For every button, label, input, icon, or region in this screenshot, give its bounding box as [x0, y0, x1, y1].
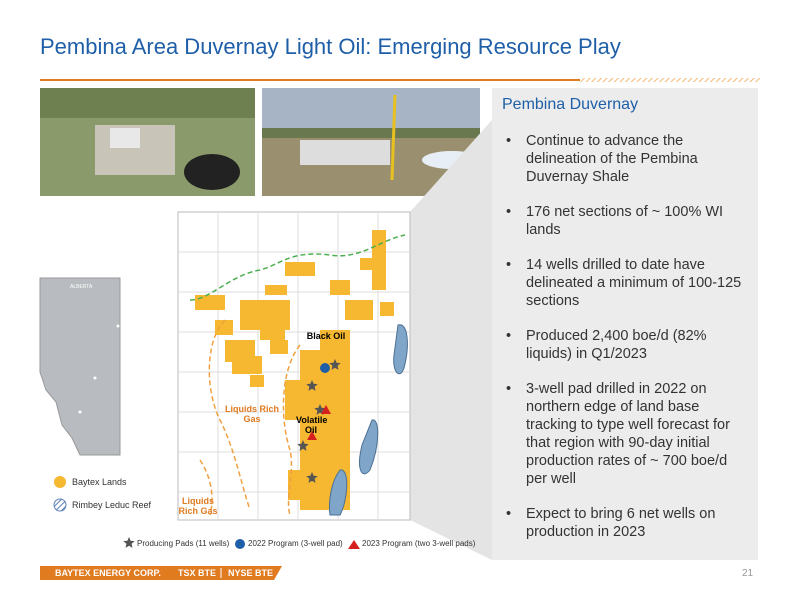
- footer-company: BAYTEX ENERGY CORP.: [55, 568, 161, 578]
- boundary-orange: [282, 344, 301, 516]
- legend-text: Baytex Lands: [72, 477, 127, 487]
- program-2023-pad: [321, 405, 331, 414]
- bullet: Continue to advance the delineation of t…: [502, 132, 752, 186]
- bullet: 14 wells drilled to date have delineated…: [502, 256, 752, 310]
- producing-pad: [306, 380, 318, 391]
- land-block: [380, 302, 394, 316]
- land-block: [285, 380, 305, 420]
- bullet: 3-well pad drilled in 2022 on northern e…: [502, 380, 752, 488]
- producing-pad: [329, 359, 341, 370]
- land-block: [265, 285, 287, 295]
- program-2022-pad: [320, 363, 330, 373]
- well-markers: [297, 359, 341, 483]
- page-number: 21: [742, 568, 754, 579]
- boundary-green: [189, 234, 406, 301]
- alberta-inset: [39, 277, 121, 456]
- footer-ticker: TSX BTE: [178, 568, 217, 578]
- land-block: [330, 280, 350, 295]
- footer-ticker: NYSE BTE: [228, 568, 274, 578]
- program-2023-pad: [307, 431, 317, 440]
- callout-wedge: [410, 120, 492, 560]
- key-star: [123, 537, 135, 548]
- panel-heading: Pembina Duvernay: [502, 96, 639, 113]
- map-label: Liquids Rich Gas: [178, 496, 218, 516]
- legend-reef-swatch: [53, 498, 67, 512]
- land-block: [300, 500, 340, 510]
- photo-left: [40, 88, 255, 196]
- land-block: [288, 470, 310, 500]
- bullet: Expect to bring 6 net wells on productio…: [502, 505, 752, 541]
- producing-pad: [306, 472, 318, 483]
- land-block: [345, 300, 373, 320]
- key-blue-circle: [235, 539, 245, 549]
- land-block: [285, 262, 315, 276]
- boundary-orange: [199, 459, 213, 516]
- producing-pad: [297, 440, 309, 451]
- land-block: [260, 310, 285, 340]
- map-label: Liquids Rich Gas: [225, 404, 279, 424]
- key-text: 2023 Program (two 3-well pads): [362, 539, 476, 548]
- lakes: [329, 324, 408, 516]
- text-panel: Pembina Duvernay Continue to advance the…: [492, 88, 758, 560]
- bullet-list: Continue to advance the delineation of t…: [502, 132, 752, 558]
- legend-lands-swatch: [54, 476, 66, 488]
- land-block: [372, 230, 386, 290]
- map-label: Volatile Oil: [296, 415, 328, 435]
- bullet: 176 net sections of ~ 100% WI lands: [502, 203, 752, 239]
- map-label: Black Oil: [306, 331, 346, 341]
- key-red-triangle: [348, 540, 360, 549]
- land-block: [320, 330, 350, 355]
- land-block: [325, 430, 343, 470]
- land-block: [195, 295, 225, 310]
- land-block: [270, 340, 288, 354]
- land-block: [232, 356, 262, 374]
- bullet: Produced 2,400 boe/d (82% liquids) in Q1…: [502, 327, 752, 363]
- legend-text: Rimbey Leduc Reef: [72, 500, 152, 510]
- inset-label: ALBERTA: [70, 284, 93, 290]
- land-block: [215, 320, 233, 335]
- land-block: [250, 375, 264, 387]
- key-text: 2022 Program (3-well pad): [248, 539, 343, 548]
- key-text: Producing Pads (11 wells): [137, 539, 230, 548]
- title-rule-hatch: [580, 78, 760, 82]
- land-block: [360, 258, 372, 270]
- boundary-orange: [208, 319, 251, 511]
- photo-right: [262, 88, 482, 196]
- slide-title: Pembina Area Duvernay Light Oil: Emergin…: [40, 34, 621, 59]
